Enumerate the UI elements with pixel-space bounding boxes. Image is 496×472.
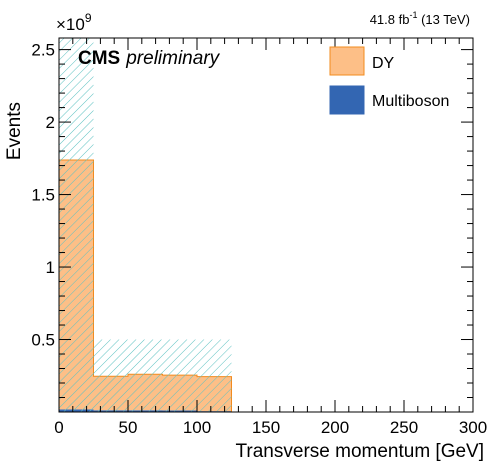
ticks-layer: 0 50 100 150 200 250 300 0.5 1 1.5 2 2.5 xyxy=(31,38,487,437)
x-tick-label-150: 150 xyxy=(252,418,280,437)
y-tick-label-2: 2 xyxy=(46,113,55,132)
legend-label-dy: DY xyxy=(372,55,395,72)
x-tick-label-50: 50 xyxy=(119,418,138,437)
x-axis-title: Transverse momentum [GeV] xyxy=(236,441,484,462)
y-tick-label-1.5: 1.5 xyxy=(31,186,55,205)
y-tick-label-0.5: 0.5 xyxy=(31,331,55,350)
legend-swatch-multiboson xyxy=(329,85,365,115)
uncertainty-band-bin-1 xyxy=(93,339,128,412)
x-tick-label-100: 100 xyxy=(183,418,211,437)
x-tick-label-0: 0 xyxy=(54,418,63,437)
x-tick-label-200: 200 xyxy=(321,418,349,437)
y-tick-label-1: 1 xyxy=(46,258,55,277)
cms-label: CMS preliminary xyxy=(78,48,221,69)
legend: DY Multiboson xyxy=(329,46,449,115)
uncertainty-band-bin-4 xyxy=(197,339,232,412)
y-tick-label-2.5: 2.5 xyxy=(31,41,55,60)
luminosity-label: 41.8 fb-1 (13 TeV) xyxy=(370,10,470,27)
y-exponent-label: ×109 xyxy=(56,11,92,34)
legend-label-multiboson: Multiboson xyxy=(372,93,449,110)
uncertainty-band-layer xyxy=(59,38,232,412)
uncertainty-band-bin-0 xyxy=(59,38,94,412)
legend-swatch-dy xyxy=(329,46,365,76)
uncertainty-band-bin-3 xyxy=(162,339,197,412)
x-tick-label-300: 300 xyxy=(459,418,487,437)
x-tick-label-250: 250 xyxy=(390,418,418,437)
uncertainty-band-bin-2 xyxy=(128,339,163,412)
y-axis-title: Events xyxy=(4,102,25,160)
